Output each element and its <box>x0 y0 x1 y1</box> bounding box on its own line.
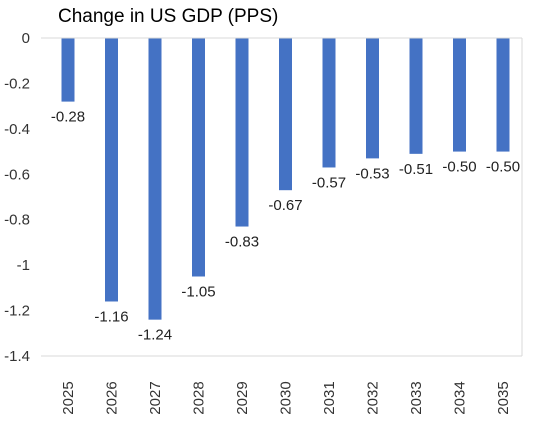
data-label: -1.05 <box>181 284 215 301</box>
y-tick-label: -0.6 <box>4 166 30 183</box>
x-tick-label: 2025 <box>60 381 77 414</box>
data-label: -0.51 <box>399 161 433 178</box>
bar <box>453 38 466 152</box>
bar <box>409 38 423 154</box>
data-label: -0.83 <box>225 234 259 251</box>
y-tick-label: -1.2 <box>4 303 30 320</box>
x-tick-label: 2033 <box>408 381 425 414</box>
x-tick-label: 2028 <box>191 381 208 414</box>
x-tick-label: 2027 <box>147 381 164 414</box>
data-label: -0.28 <box>51 109 85 126</box>
x-tick-label: 2026 <box>104 381 121 414</box>
data-label: -0.67 <box>268 197 302 214</box>
x-tick-label: 2031 <box>321 381 338 414</box>
bar <box>105 38 118 302</box>
data-label: -0.50 <box>442 159 476 176</box>
y-tick-label: 0 <box>22 30 30 47</box>
data-label: -0.53 <box>355 165 389 182</box>
data-label: -1.16 <box>94 308 128 325</box>
y-tick-label: -1 <box>17 257 30 274</box>
bar <box>279 38 292 191</box>
y-tick-label: -1.4 <box>4 348 30 365</box>
y-tick-label: -0.2 <box>4 75 30 92</box>
bar <box>61 38 75 102</box>
chart-title: Change in US GDP (PPS) <box>58 6 279 27</box>
x-tick-label: 2034 <box>452 381 469 414</box>
data-label: -0.57 <box>312 174 346 191</box>
bar <box>148 38 162 320</box>
x-tick-label: 2035 <box>495 381 512 414</box>
bar <box>366 38 379 159</box>
data-label: -1.24 <box>138 327 172 344</box>
x-tick-label: 2032 <box>365 381 382 414</box>
x-tick-label: 2029 <box>234 381 251 414</box>
bar <box>235 38 249 227</box>
bar <box>496 38 510 152</box>
y-tick-label: -0.8 <box>4 212 30 229</box>
bar <box>192 38 205 277</box>
x-tick-label: 2030 <box>278 381 295 414</box>
bar <box>322 38 336 168</box>
y-tick-label: -0.4 <box>4 121 30 138</box>
data-label: -0.50 <box>486 159 520 176</box>
